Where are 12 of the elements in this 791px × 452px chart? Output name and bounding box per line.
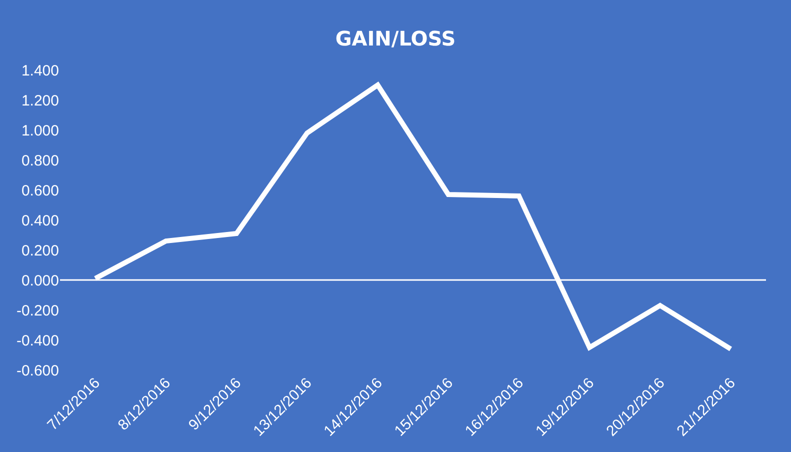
y-tick-label: -0.600 xyxy=(16,362,59,380)
y-tick-label: -0.200 xyxy=(16,302,59,320)
y-tick-label: 0.600 xyxy=(21,182,59,200)
y-tick-label: 0.200 xyxy=(21,242,59,260)
y-tick-label: 1.200 xyxy=(21,92,59,110)
y-tick-label: 1.400 xyxy=(21,62,59,80)
y-tick-label: 0.000 xyxy=(21,272,59,290)
y-tick-label: 0.800 xyxy=(21,152,59,170)
y-tick-label: 1.000 xyxy=(21,122,59,140)
y-tick-label: 0.400 xyxy=(21,212,59,230)
chart-title: GAIN/LOSS xyxy=(335,26,456,51)
y-tick-label: -0.400 xyxy=(16,332,59,350)
